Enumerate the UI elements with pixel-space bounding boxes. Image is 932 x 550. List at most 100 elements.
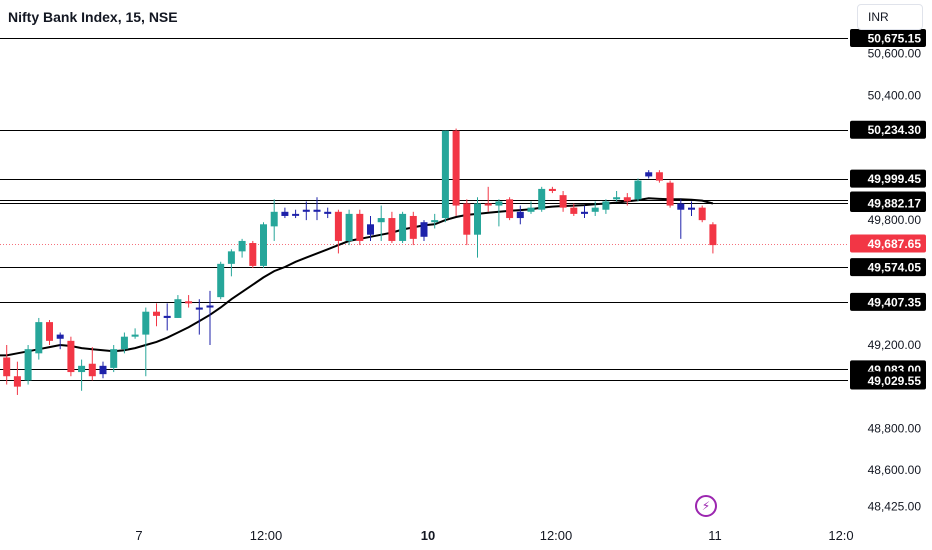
time-axis[interactable]: 7 12:00 10 12:00 11 12:0 — [135, 528, 853, 543]
candle-body — [110, 349, 118, 368]
candle-body — [591, 207, 599, 212]
candle-body — [313, 209, 321, 212]
candle-body — [420, 222, 428, 237]
candle — [388, 211, 396, 244]
lightning-icon: ⚡ — [701, 499, 711, 513]
candle-body — [88, 363, 96, 377]
candle-body — [174, 299, 182, 318]
candle — [99, 361, 107, 379]
candle-body — [249, 243, 257, 266]
candle-body — [431, 220, 439, 223]
candle-body — [452, 130, 460, 206]
level-label-text: 49,882.17 — [868, 197, 922, 211]
level-label-bg — [850, 169, 926, 188]
candle-body — [602, 201, 610, 210]
y-tick-label: 49,200.00 — [868, 338, 922, 352]
candle — [399, 211, 407, 244]
level-label-text: 49,574.05 — [868, 261, 922, 275]
candle — [3, 345, 11, 385]
level-label: 49,574.05 — [850, 258, 926, 277]
candle — [238, 238, 246, 258]
candle — [120, 332, 128, 354]
level-label-bg — [850, 194, 926, 213]
candle — [377, 205, 385, 241]
candle — [153, 303, 160, 327]
candle-body — [35, 322, 43, 354]
candle — [516, 205, 524, 225]
y-tick-label: 49,800.00 — [868, 213, 922, 227]
candle-body — [463, 203, 471, 235]
level-label-text: 49,999.45 — [868, 172, 922, 186]
candle-body — [270, 211, 278, 227]
level-label: 49,407.35 — [850, 292, 926, 311]
candle — [195, 299, 203, 335]
candle — [474, 197, 481, 258]
level-label-text: 50,675.15 — [868, 31, 922, 45]
candle-body — [474, 203, 481, 235]
candle-body — [227, 251, 235, 264]
candle-body — [185, 301, 193, 304]
candle — [484, 186, 492, 212]
candle — [538, 186, 546, 212]
candle-body — [666, 182, 674, 206]
candle — [163, 303, 171, 331]
candle — [613, 190, 621, 202]
candle — [495, 199, 503, 227]
events-button[interactable]: ⚡ — [695, 495, 717, 517]
candle — [688, 201, 695, 216]
candle-body — [56, 334, 64, 339]
candle — [645, 170, 653, 179]
candle — [13, 361, 21, 395]
candle — [463, 199, 471, 246]
candle-body — [260, 224, 267, 266]
level-label: 49,999.45 — [850, 169, 926, 188]
level-label: 49,882.17 — [850, 194, 926, 213]
x-tick-label: 7 — [135, 528, 142, 543]
candle-body — [516, 211, 524, 219]
level-label: 50,675.15 — [850, 28, 926, 47]
candle-body — [613, 197, 621, 200]
candle-body — [570, 207, 578, 214]
candle-body — [153, 311, 160, 316]
candle — [431, 213, 439, 229]
currency-button[interactable]: INR — [857, 4, 923, 30]
candle — [334, 209, 342, 254]
candle — [506, 197, 514, 221]
last-price-label-bg — [850, 234, 926, 253]
candle-body — [3, 357, 11, 377]
candle-body — [399, 213, 407, 241]
candle — [260, 222, 267, 268]
candle — [313, 197, 321, 221]
candle — [345, 209, 353, 246]
candle — [634, 178, 642, 202]
candle-body — [195, 307, 203, 310]
candle — [666, 180, 674, 208]
horizontal-levels — [0, 38, 848, 381]
last-price-label-text: 49,687.65 — [868, 237, 922, 251]
candle-body — [238, 240, 246, 252]
candle-body — [24, 349, 32, 381]
candle — [441, 130, 449, 223]
candle — [35, 317, 43, 360]
candle — [452, 128, 460, 216]
candle — [548, 186, 556, 194]
candle — [174, 295, 182, 318]
candle — [655, 170, 663, 183]
candle-body — [495, 201, 503, 206]
candle-body — [409, 215, 417, 239]
candle — [698, 205, 706, 223]
candle — [292, 209, 300, 219]
candle-body — [324, 211, 332, 214]
candle — [185, 295, 193, 308]
candle-body — [623, 197, 631, 202]
candle-body — [163, 315, 171, 318]
chart-title: Nifty Bank Index, 15, NSE — [8, 9, 178, 25]
candle — [623, 193, 631, 206]
candle-body — [13, 376, 21, 387]
candle — [409, 211, 417, 246]
candle — [78, 359, 86, 391]
candle — [602, 199, 610, 214]
candle-body — [292, 213, 300, 216]
price-axis[interactable]: 50,600.00 50,400.00 49,800.00 49,200.00 48,8… — [850, 28, 926, 513]
